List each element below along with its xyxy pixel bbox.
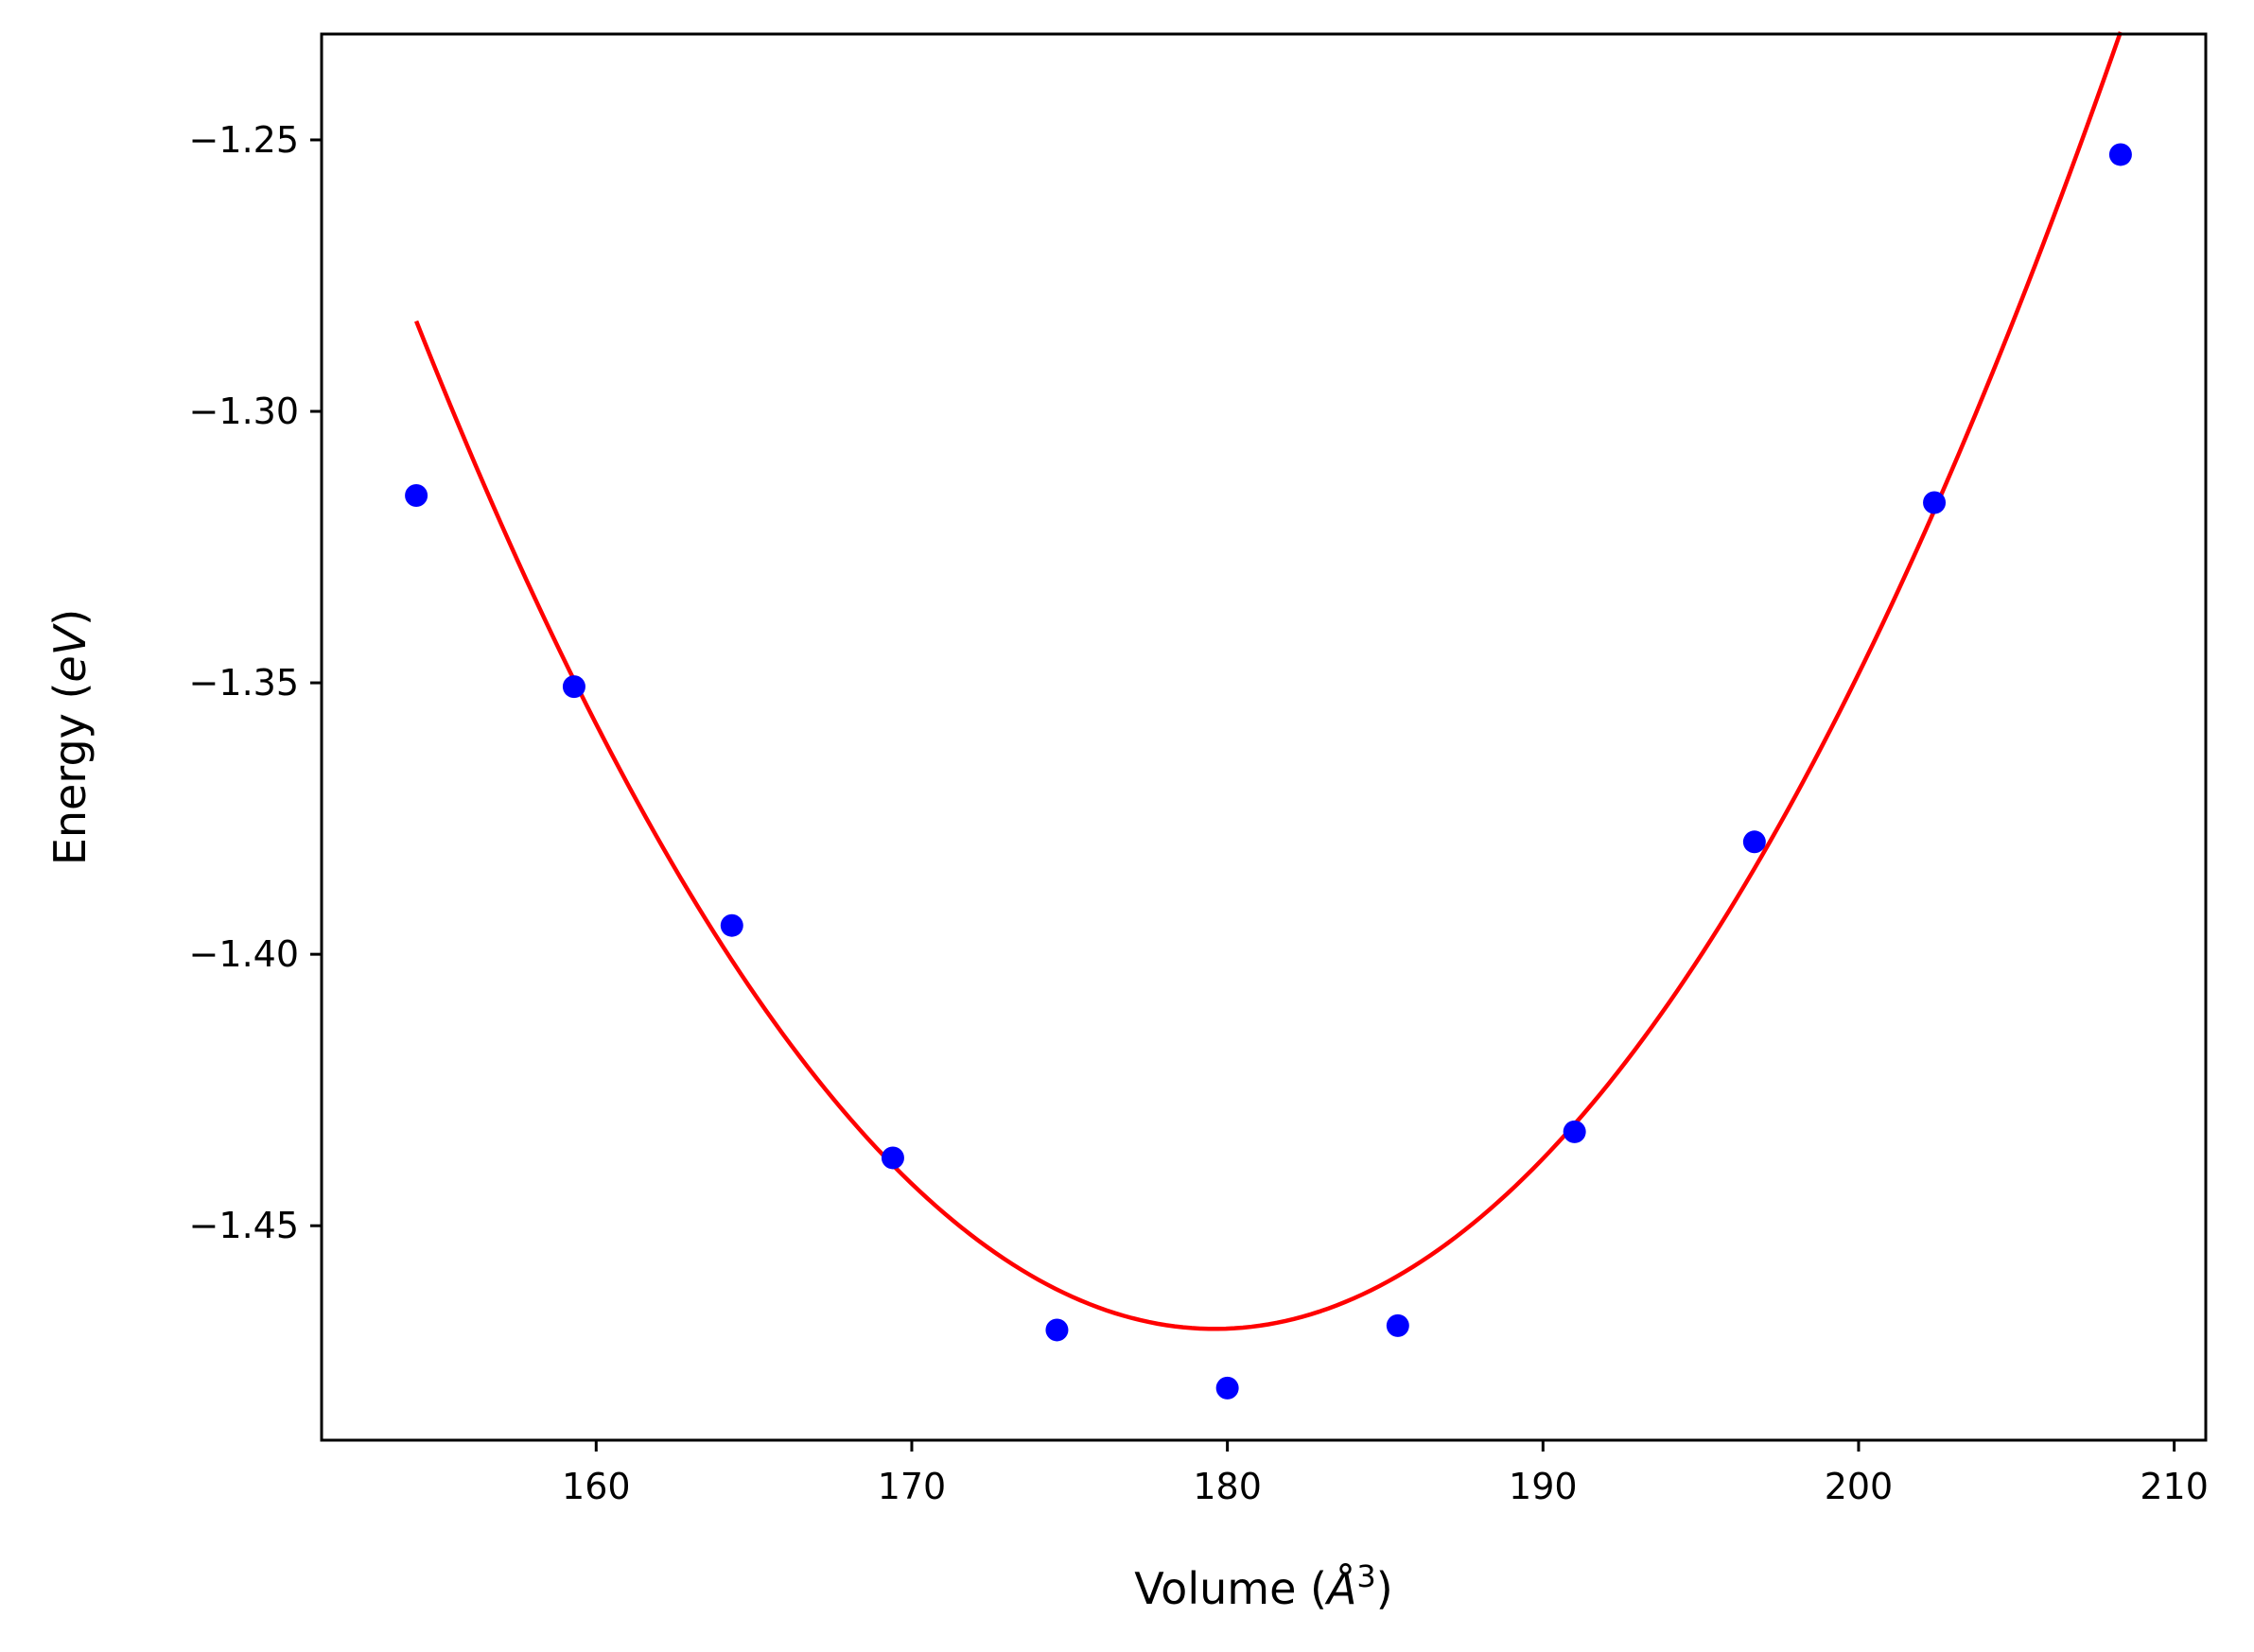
x-axis-ticks: 160 170 180 190 200 210 [562, 1440, 2209, 1507]
x-tick-label: 200 [1825, 1466, 1894, 1507]
data-point [1386, 1313, 1409, 1337]
x-tick-label: 190 [1509, 1466, 1578, 1507]
x-tick-label: 160 [562, 1466, 631, 1507]
x-tick-label: 210 [2140, 1466, 2209, 1507]
y-tick-label: −1.25 [189, 119, 299, 161]
data-point [1045, 1318, 1069, 1342]
x-axis-label-exponent: 3 [1356, 1558, 1375, 1594]
x-axis-label-unit: Å [1324, 1563, 1356, 1614]
y-axis-label-unit: eV [44, 622, 96, 682]
data-point [405, 484, 428, 508]
x-axis-label-prefix: Volume ( [1134, 1563, 1327, 1614]
data-point [562, 675, 585, 699]
y-tick-label: −1.45 [189, 1205, 299, 1246]
y-axis-label-prefix: Energy ( [44, 683, 96, 866]
y-tick-label: −1.40 [189, 933, 299, 975]
data-point [1563, 1120, 1586, 1143]
data-point [1923, 491, 1947, 514]
data-point [1215, 1376, 1239, 1400]
y-axis-label-suffix: ) [44, 609, 96, 626]
y-axis-ticks: −1.25 −1.30 −1.35 −1.40 −1.45 [189, 119, 322, 1246]
y-axis-label: Energy (eV) [44, 609, 96, 865]
x-tick-label: 170 [878, 1466, 947, 1507]
x-axis-label: Volume (Å3) [1134, 1558, 1392, 1614]
data-point [2108, 143, 2132, 166]
fit-curve [414, 31, 2123, 1331]
data-point [1742, 830, 1766, 854]
data-point [720, 913, 743, 937]
data-point [881, 1146, 904, 1170]
fit-curve-layer [414, 31, 2123, 1331]
y-tick-label: −1.30 [189, 391, 299, 432]
plot-frame [320, 32, 2208, 1442]
data-points-layer [405, 143, 2132, 1400]
x-axis-label-suffix: ) [1376, 1563, 1393, 1614]
x-tick-label: 180 [1193, 1466, 1262, 1507]
y-tick-label: −1.35 [189, 662, 299, 704]
